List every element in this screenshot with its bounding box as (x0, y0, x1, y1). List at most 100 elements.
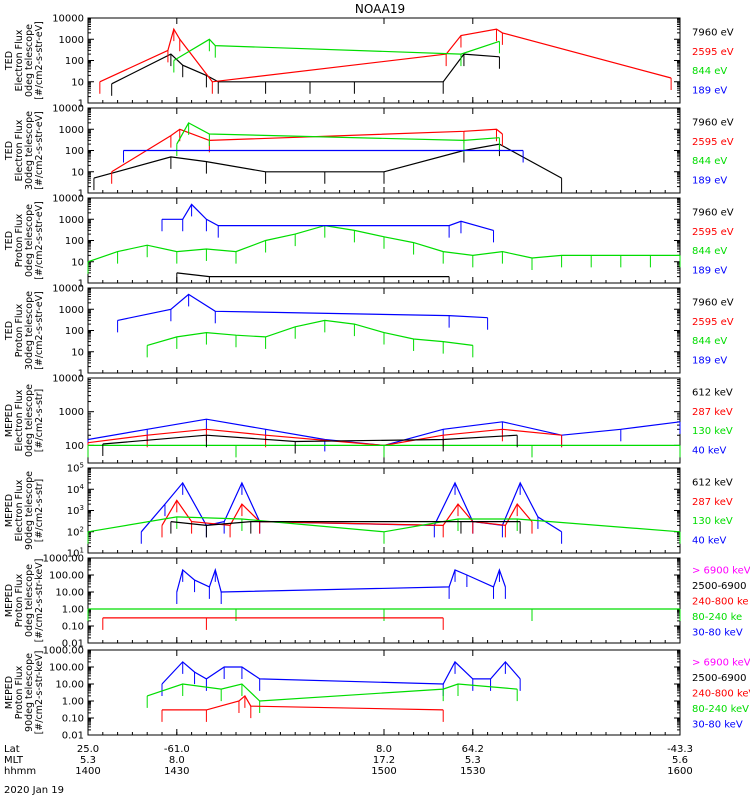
y-tick-label: 10000 (52, 374, 84, 385)
series-line (170, 521, 521, 527)
y-tick-label: 10.00 (55, 588, 84, 599)
y-axis-label-line: Electron Flux (14, 389, 25, 451)
legend-entry: 2595 eV (692, 137, 734, 148)
x-row-value: 5.3 (80, 755, 96, 766)
y-tick-label: 10 (71, 77, 84, 88)
legend-entry: 844 eV (692, 156, 727, 167)
y-tick-label: 100 (65, 236, 84, 247)
y-tick-label: 10000 (52, 14, 84, 25)
x-row-label: MLT (4, 755, 24, 766)
legend-entry: 240-800 ke (692, 597, 749, 608)
y-tick-label: 10000 (52, 104, 84, 115)
y-axis-label-line: Electron Flux (14, 119, 25, 181)
legend-entry: 189 eV (692, 175, 727, 186)
x-row-value: 1530 (460, 766, 485, 777)
y-tick-label: 1000 (59, 305, 84, 316)
panel-5: 100 1000 10000 MEPED Electron Flux 0deg teles… (4, 374, 733, 464)
legend-entry: 30-80 keV (692, 719, 743, 730)
y-axis-label-line: Proton Flux (14, 213, 25, 267)
x-row-value: 64.2 (462, 744, 484, 755)
y-axis-label-line: 90deg telescope (24, 471, 35, 550)
y-tick-label: 1000 (59, 35, 84, 46)
y-axis-label-line: [#/cm2-s-str-keV] (34, 559, 45, 643)
date-label: 2020 Jan 19 (4, 785, 64, 796)
y-axis-label-line: [#/cm2-s-str-eV] (34, 111, 45, 190)
y-axis-label-line: Electron Flux (14, 479, 25, 541)
y-tick-exponent: 2 (80, 525, 84, 533)
y-tick-label: 1.00 (62, 605, 84, 616)
y-tick-label: 1000 (59, 407, 84, 418)
y-axis-label-line: MEPED (4, 404, 15, 437)
y-axis-label-line: TED (4, 51, 15, 71)
y-tick-exponent: 3 (80, 504, 84, 512)
series-line (176, 122, 500, 145)
legend-entry: 189 eV (692, 85, 727, 96)
y-axis-label-line: [#/cm2-s-str-eV] (34, 201, 45, 280)
panel-7: 0.01 0.10 1.00 10.00 100.00 1000.00 MEPED Proto… (4, 554, 750, 650)
legend-entry: 7960 eV (692, 118, 734, 129)
legend-entry: 40 keV (692, 535, 726, 546)
panel-frame (87, 17, 681, 104)
legend-entry: 189 eV (692, 265, 727, 276)
legend-entry: 7960 eV (692, 28, 734, 39)
y-axis-label-line: [#/cm2-s-str] (34, 479, 45, 542)
y-tick-label: 100 (65, 56, 84, 67)
legend-entry: 2500-6900 (692, 581, 747, 592)
y-tick-label: 1000.00 (43, 646, 84, 657)
y-tick-label: 1 (78, 279, 84, 290)
y-axis-label-line: MEPED (4, 494, 15, 527)
y-axis-label-line: [#/cm2-s-str] (34, 389, 45, 452)
legend-entry: 2595 eV (692, 317, 734, 328)
legend-entry: 7960 eV (692, 208, 734, 219)
legend-entry: 130 keV (692, 426, 733, 437)
series-line (162, 203, 494, 231)
series-line (99, 27, 672, 83)
y-tick-label: 0.10 (62, 714, 84, 725)
x-row-value: 25.0 (77, 744, 99, 755)
series-line (147, 683, 518, 702)
x-row-value: 17.2 (373, 755, 395, 766)
legend-entry: 612 keV (692, 388, 733, 399)
y-tick-label: 1 (78, 99, 84, 110)
legend-entry: 80-240 ke (692, 612, 742, 623)
plot-title: NOAA19 (355, 2, 405, 16)
legend-entry: 80-240 keV (692, 704, 749, 715)
series-line (162, 694, 444, 711)
panel-3: 1 10 100 1000 10000 TED Proton Flux 0deg telesc… (4, 194, 734, 290)
x-row-value: 1430 (164, 766, 189, 777)
legend-entry: 30-80 keV (692, 627, 743, 638)
y-tick-exponent: 5 (80, 462, 84, 470)
x-row-value: 5.3 (465, 755, 481, 766)
series-line (93, 143, 562, 179)
series-line (102, 434, 518, 445)
x-row-label: Lat (4, 744, 20, 755)
y-tick-label: 105 (67, 462, 84, 475)
y-tick-exponent: 4 (80, 483, 85, 491)
y-tick-label: 1000.00 (43, 554, 84, 565)
y-tick-label: 100.00 (49, 663, 84, 674)
x-row-value: 1600 (667, 766, 692, 777)
y-tick-label: 10 (71, 257, 84, 268)
y-axis-label-line: [#/cm2-s-str-eV] (34, 21, 45, 100)
x-row-value: 1500 (371, 766, 396, 777)
y-axis-label-line: 30deg telescope (24, 111, 35, 190)
y-axis-label-line: TED (4, 231, 15, 251)
y-axis-label-line: MEPED (4, 676, 15, 709)
legend-entry: 240-800 keV (692, 689, 750, 700)
y-tick-label: 104 (67, 483, 85, 496)
panel-1: 1 10 100 1000 10000 TED Electron Flux 0deg tele… (4, 14, 734, 110)
panel-4: 1 10 100 1000 10000 TED Proton Flux 30deg teles… (4, 284, 734, 380)
x-row-value: 1400 (75, 766, 100, 777)
y-axis-label-line: [#/cm2-s-str-eV] (34, 291, 45, 370)
series-line (88, 428, 562, 447)
y-axis-label-line: TED (4, 321, 15, 341)
y-axis-label-line: 90deg telescope (24, 653, 35, 732)
x-row-value: 8.0 (376, 744, 392, 755)
series-line (176, 272, 450, 278)
y-tick-label: 1.00 (62, 697, 84, 708)
series-line (176, 567, 506, 593)
series-line (161, 660, 521, 685)
legend-entry: 844 eV (692, 336, 727, 347)
